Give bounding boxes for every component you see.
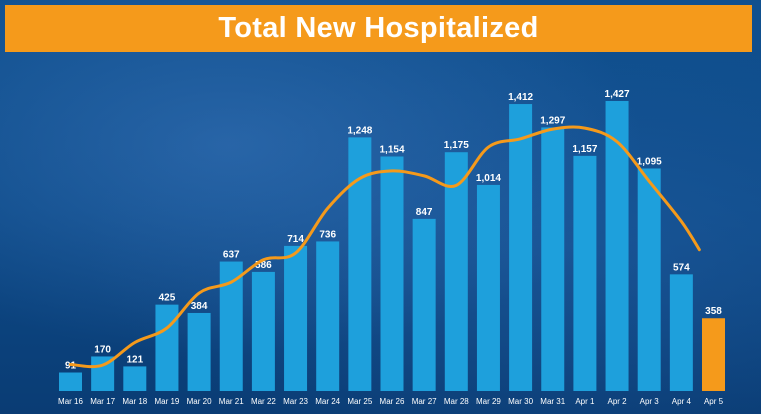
- bar-mar-19: [155, 304, 179, 391]
- bar-mar-23: [284, 245, 308, 391]
- data-label: 1,248: [347, 125, 372, 136]
- bar-mar-22: [251, 271, 275, 391]
- x-tick-label: Apr 5: [704, 397, 724, 406]
- data-label: 714: [287, 234, 304, 245]
- bar-mar-27: [412, 218, 436, 391]
- bar-mar-26: [380, 156, 404, 391]
- x-tick-label: Apr 1: [575, 397, 595, 406]
- data-label: 358: [705, 306, 722, 317]
- x-tick-label: Mar 30: [508, 397, 533, 406]
- bar-apr-1: [573, 155, 597, 391]
- x-tick-label: Mar 19: [154, 397, 179, 406]
- bar-mar-30: [509, 104, 533, 392]
- title-banner: Total New Hospitalized: [5, 5, 752, 52]
- x-tick-label: Mar 16: [58, 397, 83, 406]
- data-label: 1,175: [444, 140, 469, 151]
- data-label: 1,154: [379, 144, 404, 155]
- data-label: 425: [159, 293, 176, 304]
- x-tick-label: Mar 22: [251, 397, 276, 406]
- bar-apr-5: [702, 318, 725, 391]
- bar-apr-2: [605, 101, 629, 391]
- data-label: 1,014: [476, 173, 501, 184]
- bar-mar-18: [123, 366, 147, 391]
- bar-mar-31: [541, 127, 565, 391]
- data-label: 736: [319, 229, 336, 240]
- x-tick-label: Mar 24: [315, 397, 340, 406]
- bar-mar-25: [348, 137, 372, 391]
- bar-mar-28: [444, 152, 468, 391]
- bar-apr-3: [637, 168, 661, 391]
- x-tick-label: Mar 31: [540, 397, 565, 406]
- bar-mar-21: [219, 261, 243, 391]
- chart-title: Total New Hospitalized: [218, 12, 539, 44]
- x-tick-label: Apr 4: [672, 397, 692, 406]
- x-tick-label: Mar 28: [444, 397, 469, 406]
- bar-mar-29: [476, 184, 500, 391]
- data-label: 847: [416, 207, 433, 218]
- x-tick-label: Mar 29: [476, 397, 501, 406]
- x-tick-label: Mar 23: [283, 397, 308, 406]
- data-label: 574: [673, 262, 690, 273]
- x-tick-label: Mar 27: [412, 397, 437, 406]
- x-tick-label: Mar 21: [219, 397, 244, 406]
- bar-mar-20: [187, 312, 211, 391]
- x-tick-label: Mar 18: [122, 397, 147, 406]
- x-tick-label: Apr 2: [607, 397, 627, 406]
- data-label: 121: [126, 354, 143, 365]
- x-tick-label: Mar 20: [187, 397, 212, 406]
- data-label: 91: [65, 361, 77, 372]
- data-label: 384: [191, 301, 208, 312]
- data-label: 170: [94, 344, 111, 355]
- data-label: 637: [223, 250, 240, 261]
- x-tick-label: Apr 3: [640, 397, 660, 406]
- data-label: 1,427: [605, 89, 630, 100]
- bar-apr-4: [669, 274, 693, 391]
- x-tick-label: Mar 25: [347, 397, 372, 406]
- bar-mar-24: [316, 241, 340, 391]
- data-label: 1,412: [508, 92, 533, 103]
- bar-mar-16: [59, 372, 82, 391]
- data-label: 586: [255, 260, 272, 271]
- data-label: 1,297: [540, 115, 565, 126]
- data-label: 1,095: [637, 156, 662, 167]
- x-tick-label: Mar 26: [380, 397, 405, 406]
- x-tick-label: Mar 17: [90, 397, 115, 406]
- trend-line: [69, 125, 701, 369]
- data-label: 1,157: [572, 144, 597, 155]
